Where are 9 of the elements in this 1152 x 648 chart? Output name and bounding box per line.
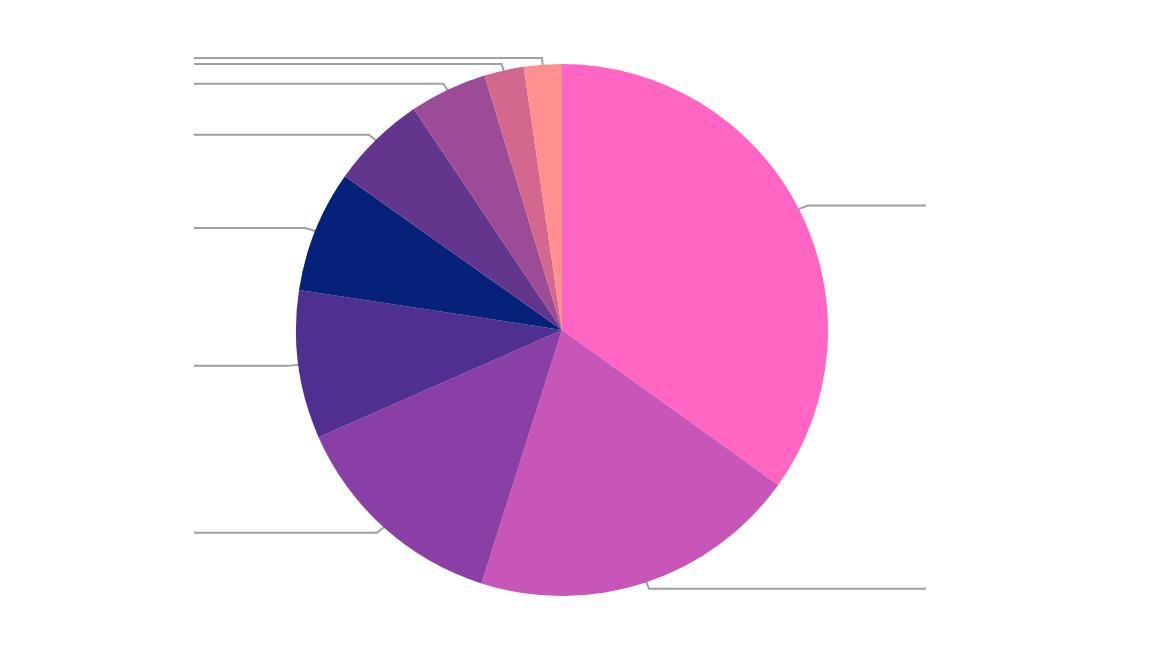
pie-slice [296, 290, 562, 438]
pie-slice [299, 176, 562, 330]
pie-slice [318, 330, 562, 584]
pie-slice [413, 75, 562, 330]
pie-slice [484, 66, 562, 330]
pie-slice [344, 109, 562, 330]
pie-slice [523, 64, 562, 330]
pie-slice [481, 330, 779, 596]
pie-slice [562, 64, 828, 485]
